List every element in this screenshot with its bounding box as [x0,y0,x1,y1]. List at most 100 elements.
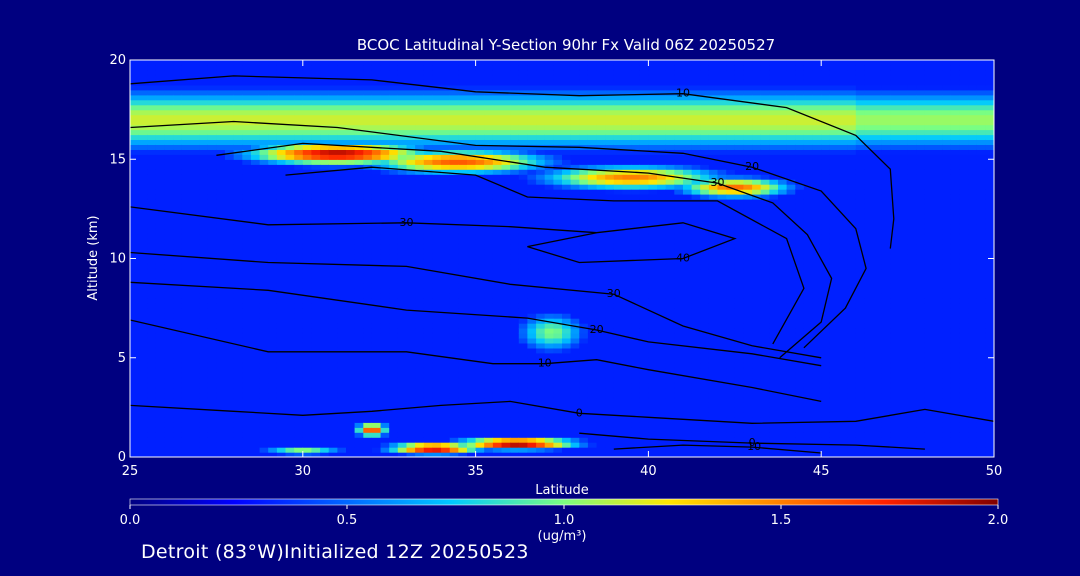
heat-cell [138,233,148,240]
heat-cell [406,447,416,453]
heat-cell [415,298,425,304]
heat-cell [164,238,174,245]
heat-cell [518,253,528,260]
heat-cell [302,367,312,374]
heat-cell [207,357,217,364]
heat-cell [492,377,503,384]
heat-cell [233,189,243,195]
heat-cell [449,164,459,170]
heat-cell [155,213,166,220]
heat-cell [285,238,295,245]
heat-cell [527,144,537,150]
heat-cell [285,283,295,289]
heat-cell [605,208,615,215]
heat-cell [173,79,183,86]
heat-cell [268,268,278,274]
heat-cell [354,198,364,205]
heat-cell [363,332,373,339]
heat-cell [423,194,433,200]
heat-cell [579,407,589,413]
heat-cell [320,273,330,279]
heat-cell [467,159,477,165]
heat-cell [648,109,658,116]
heat-cell [164,382,174,389]
heat-cell [285,352,295,359]
heat-cell [242,99,252,106]
heat-cell [639,114,649,121]
heat-cell [251,452,261,457]
heat-cell [613,332,623,339]
heat-cell [199,243,209,250]
heat-cell [285,218,295,225]
heat-cell [155,65,166,71]
heat-cell [397,198,407,205]
heat-cell [294,253,304,260]
heat-cell [579,392,589,399]
heat-cell [432,79,442,86]
heat-cell [389,65,399,71]
heat-cell [570,397,580,403]
heat-cell [527,129,537,136]
heat-cell [397,452,407,457]
heat-cell [199,144,209,150]
heat-cell [138,332,148,339]
heat-cell [337,248,347,255]
heat-cell [173,298,183,304]
heat-cell [536,198,546,205]
heat-cell [397,84,407,91]
heat-cell [484,218,494,225]
heat-cell [492,233,503,240]
heat-cell [544,362,554,369]
heat-cell [596,99,606,106]
heat-cell [605,154,615,160]
heat-cell [311,278,321,284]
heat-cell [570,174,580,180]
heat-cell [173,114,183,121]
heat-cell [613,198,623,205]
heat-cell [155,273,166,279]
heat-cell [553,119,563,126]
heat-cell [354,253,364,260]
heat-cell [527,109,537,116]
heat-cell [147,407,157,413]
heat-cell [216,437,226,443]
heat-cell [639,144,649,150]
heat-cell [631,313,641,319]
heat-cell [562,253,572,260]
heat-cell [346,352,356,359]
heat-cell [587,124,598,131]
heat-cell [302,189,312,195]
heat-cell [613,179,623,185]
heat-cell [415,377,425,384]
heat-cell [268,337,278,344]
heat-cell [510,447,520,453]
heat-cell [397,218,407,225]
heat-cell [484,392,494,399]
heat-cell [199,194,209,200]
heat-cell [380,367,390,374]
heat-cell [207,69,217,76]
heat-cell [587,313,598,319]
heat-cell [181,332,191,339]
heat-cell [415,114,425,121]
heat-cell [449,228,459,235]
heat-cell [510,347,520,354]
heat-cell [302,233,312,240]
heat-cell [467,323,477,329]
heat-cell [423,397,433,403]
heat-cell [518,109,528,116]
heat-cell [596,189,606,195]
heat-cell [173,278,183,284]
heat-cell [648,194,658,200]
heat-cell [311,124,321,131]
heat-cell [475,104,485,111]
heat-cell [475,432,485,438]
heat-cell [579,203,589,210]
heat-cell [492,65,503,71]
heat-cell [380,432,390,438]
heat-cell [242,407,252,413]
heat-cell [199,397,209,403]
heat-cell [510,427,520,433]
heat-cell [553,169,563,175]
heat-cell [328,139,338,145]
